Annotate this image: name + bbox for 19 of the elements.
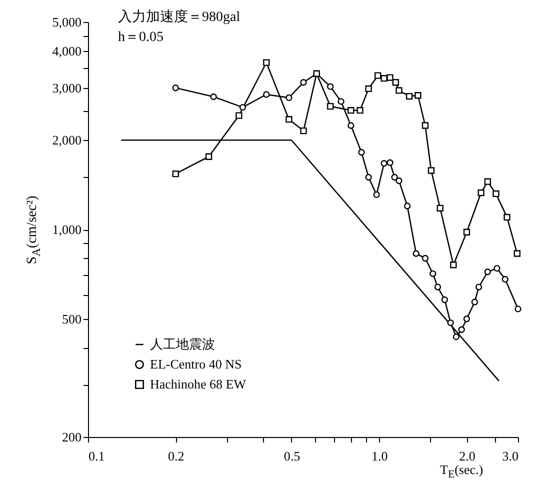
x-tick-label: 0.5: [284, 448, 300, 464]
x-tick-label: 2.0: [459, 448, 476, 464]
x-tick-label: 0.2: [168, 448, 184, 464]
x-tick-label: 1.0: [371, 448, 388, 464]
x-tick-label: 0.1: [88, 448, 105, 464]
x-axis-title: T$_{E}$(sec.): [440, 462, 484, 481]
y-tick-label: 5,000: [52, 14, 82, 30]
y-tick-label: 500: [62, 311, 82, 326]
annotation: h＝0.05: [118, 29, 164, 46]
y-tick-label: 1,000: [52, 222, 82, 237]
y-tick-label: 200: [62, 430, 82, 444]
y-tick-label: 4,000: [52, 43, 82, 58]
y-tick-label: 3,000: [52, 80, 82, 96]
annotation: 入力加速度＝980gal: [118, 8, 240, 26]
legend-label: 人工地震波: [150, 336, 215, 352]
legend-label: EL-Centro 40 NS: [150, 356, 242, 372]
legend-label: Hachinohe 68 EW: [150, 376, 247, 392]
y-tick-label: 2,000: [52, 132, 82, 148]
x-tick-label: 3.0: [502, 448, 518, 464]
